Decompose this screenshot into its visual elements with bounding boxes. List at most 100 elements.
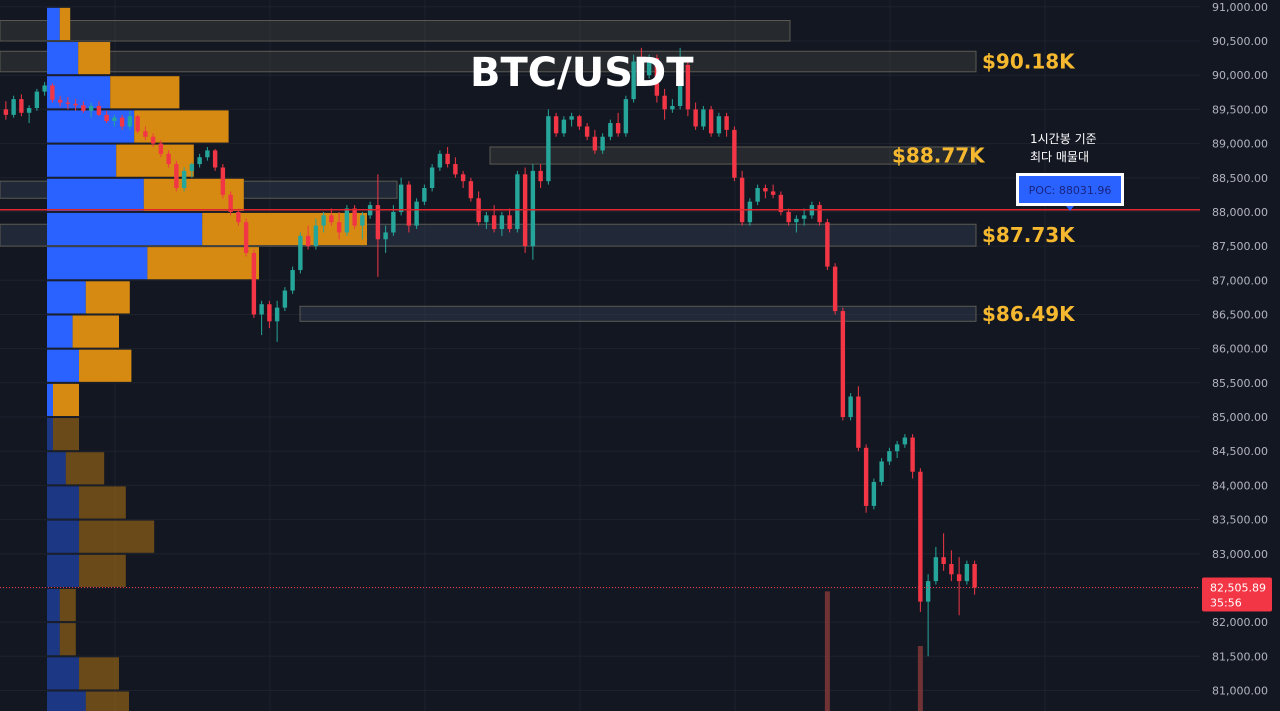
- volume-profile-up: [47, 178, 144, 211]
- candle-body: [910, 437, 915, 472]
- candle-body: [491, 215, 497, 230]
- candle-body: [879, 461, 884, 482]
- candle-body: [290, 270, 295, 291]
- candle-body: [34, 91, 40, 109]
- volume-profile-up: [47, 520, 79, 553]
- price-tick-label: 87,500.00: [1212, 240, 1268, 253]
- volume-profile-up: [47, 383, 53, 417]
- candle-body: [755, 188, 760, 202]
- candle-body: [50, 85, 55, 100]
- candle-body: [801, 215, 807, 219]
- price-tick-label: 86,500.00: [1212, 308, 1268, 321]
- candle-body: [453, 164, 458, 175]
- volume-profile-up: [47, 588, 60, 622]
- candle-body: [623, 99, 629, 134]
- candle-body: [538, 170, 543, 182]
- volume-profile-down: [79, 486, 126, 519]
- price-tick-label: 82,000.00: [1212, 616, 1268, 629]
- volume-profile-down: [85, 281, 130, 314]
- candle-body: [933, 557, 939, 582]
- candle-body: [716, 116, 722, 134]
- candle-body: [631, 61, 636, 100]
- candle-body: [670, 105, 675, 110]
- candle-body: [949, 564, 954, 575]
- candle-body: [677, 64, 683, 106]
- zone-label: $86.49K: [982, 302, 1076, 326]
- candle-body: [732, 129, 737, 178]
- candle-body: [166, 153, 171, 165]
- candle-body: [274, 307, 280, 322]
- candle-body: [925, 581, 931, 602]
- candle-body: [267, 304, 272, 322]
- price-tick-label: 88,500.00: [1212, 172, 1268, 185]
- last-price-tag-bg: [1202, 577, 1272, 612]
- price-tick-label: 84,500.00: [1212, 445, 1268, 458]
- candle-body: [507, 215, 512, 230]
- candle-body: [553, 116, 559, 134]
- poc-note-line2: 최다 매물대: [1030, 150, 1089, 164]
- volume-profile-down: [134, 110, 229, 143]
- candle-body: [336, 222, 342, 233]
- candle-body: [460, 174, 466, 182]
- candle-body: [143, 131, 148, 137]
- volume-profile: [47, 7, 367, 711]
- volume-profile-down: [59, 7, 71, 41]
- candle-body: [437, 153, 443, 168]
- candle-body: [42, 85, 47, 92]
- volume-profile-up: [47, 144, 117, 177]
- candle-body: [414, 201, 419, 226]
- candle-body: [298, 235, 303, 271]
- price-tick-label: 83,500.00: [1212, 514, 1268, 527]
- poc-annotation: 1시간봉 기준 최다 매물대 POC: 88031.96: [1016, 132, 1124, 211]
- candle-body: [592, 136, 598, 151]
- candle-body: [778, 194, 784, 212]
- price-tick-label: 81,000.00: [1212, 684, 1268, 697]
- volume-profile-down: [202, 212, 367, 246]
- volume-profile-up: [47, 486, 79, 519]
- volume-profile-up: [47, 76, 111, 109]
- poc-note-line1: 1시간봉 기준: [1030, 132, 1097, 146]
- candle-body: [88, 105, 94, 111]
- candle-body: [747, 201, 753, 223]
- price-tick-label: 89,500.00: [1212, 103, 1268, 116]
- candle-body: [375, 205, 381, 240]
- volume-profile-up: [47, 657, 79, 690]
- volume-profile-up: [47, 452, 66, 485]
- candle-body: [817, 205, 822, 223]
- price-tick-label: 85,500.00: [1212, 377, 1268, 390]
- price-tick-label: 91,000.00: [1212, 1, 1268, 14]
- volume-profile-down: [79, 349, 132, 382]
- zone-box: [0, 20, 791, 42]
- candle-body: [724, 116, 729, 130]
- candle-body: [515, 174, 520, 230]
- candle-body: [894, 444, 900, 452]
- price-tick-label: 90,000.00: [1212, 69, 1268, 82]
- volume-profile-down: [116, 144, 194, 177]
- volume-profile-up: [47, 110, 135, 143]
- candle-body: [220, 167, 226, 195]
- candle-body: [615, 123, 621, 134]
- candle-body: [26, 108, 32, 113]
- candle-body: [329, 215, 334, 223]
- volume-profile-down: [79, 657, 119, 690]
- volume-profile-up: [47, 315, 73, 348]
- candle-body: [584, 126, 590, 137]
- candle-body: [902, 437, 908, 445]
- candle-body: [964, 564, 970, 582]
- volume-bar: [824, 591, 830, 711]
- candle-body: [406, 184, 412, 226]
- volume-profile-down: [143, 178, 244, 211]
- candle-body: [654, 58, 660, 96]
- candle-body: [391, 211, 396, 233]
- candlesticks: [3, 47, 977, 657]
- candle-body: [468, 181, 474, 199]
- candle-body: [212, 150, 218, 168]
- candle-body: [685, 64, 691, 110]
- candle-body: [158, 143, 164, 154]
- poc-label: POC: 88031.96: [1029, 184, 1112, 197]
- candle-body: [422, 188, 427, 202]
- volume-bar: [917, 646, 923, 711]
- candle-body: [305, 235, 311, 247]
- candle-body: [360, 215, 365, 226]
